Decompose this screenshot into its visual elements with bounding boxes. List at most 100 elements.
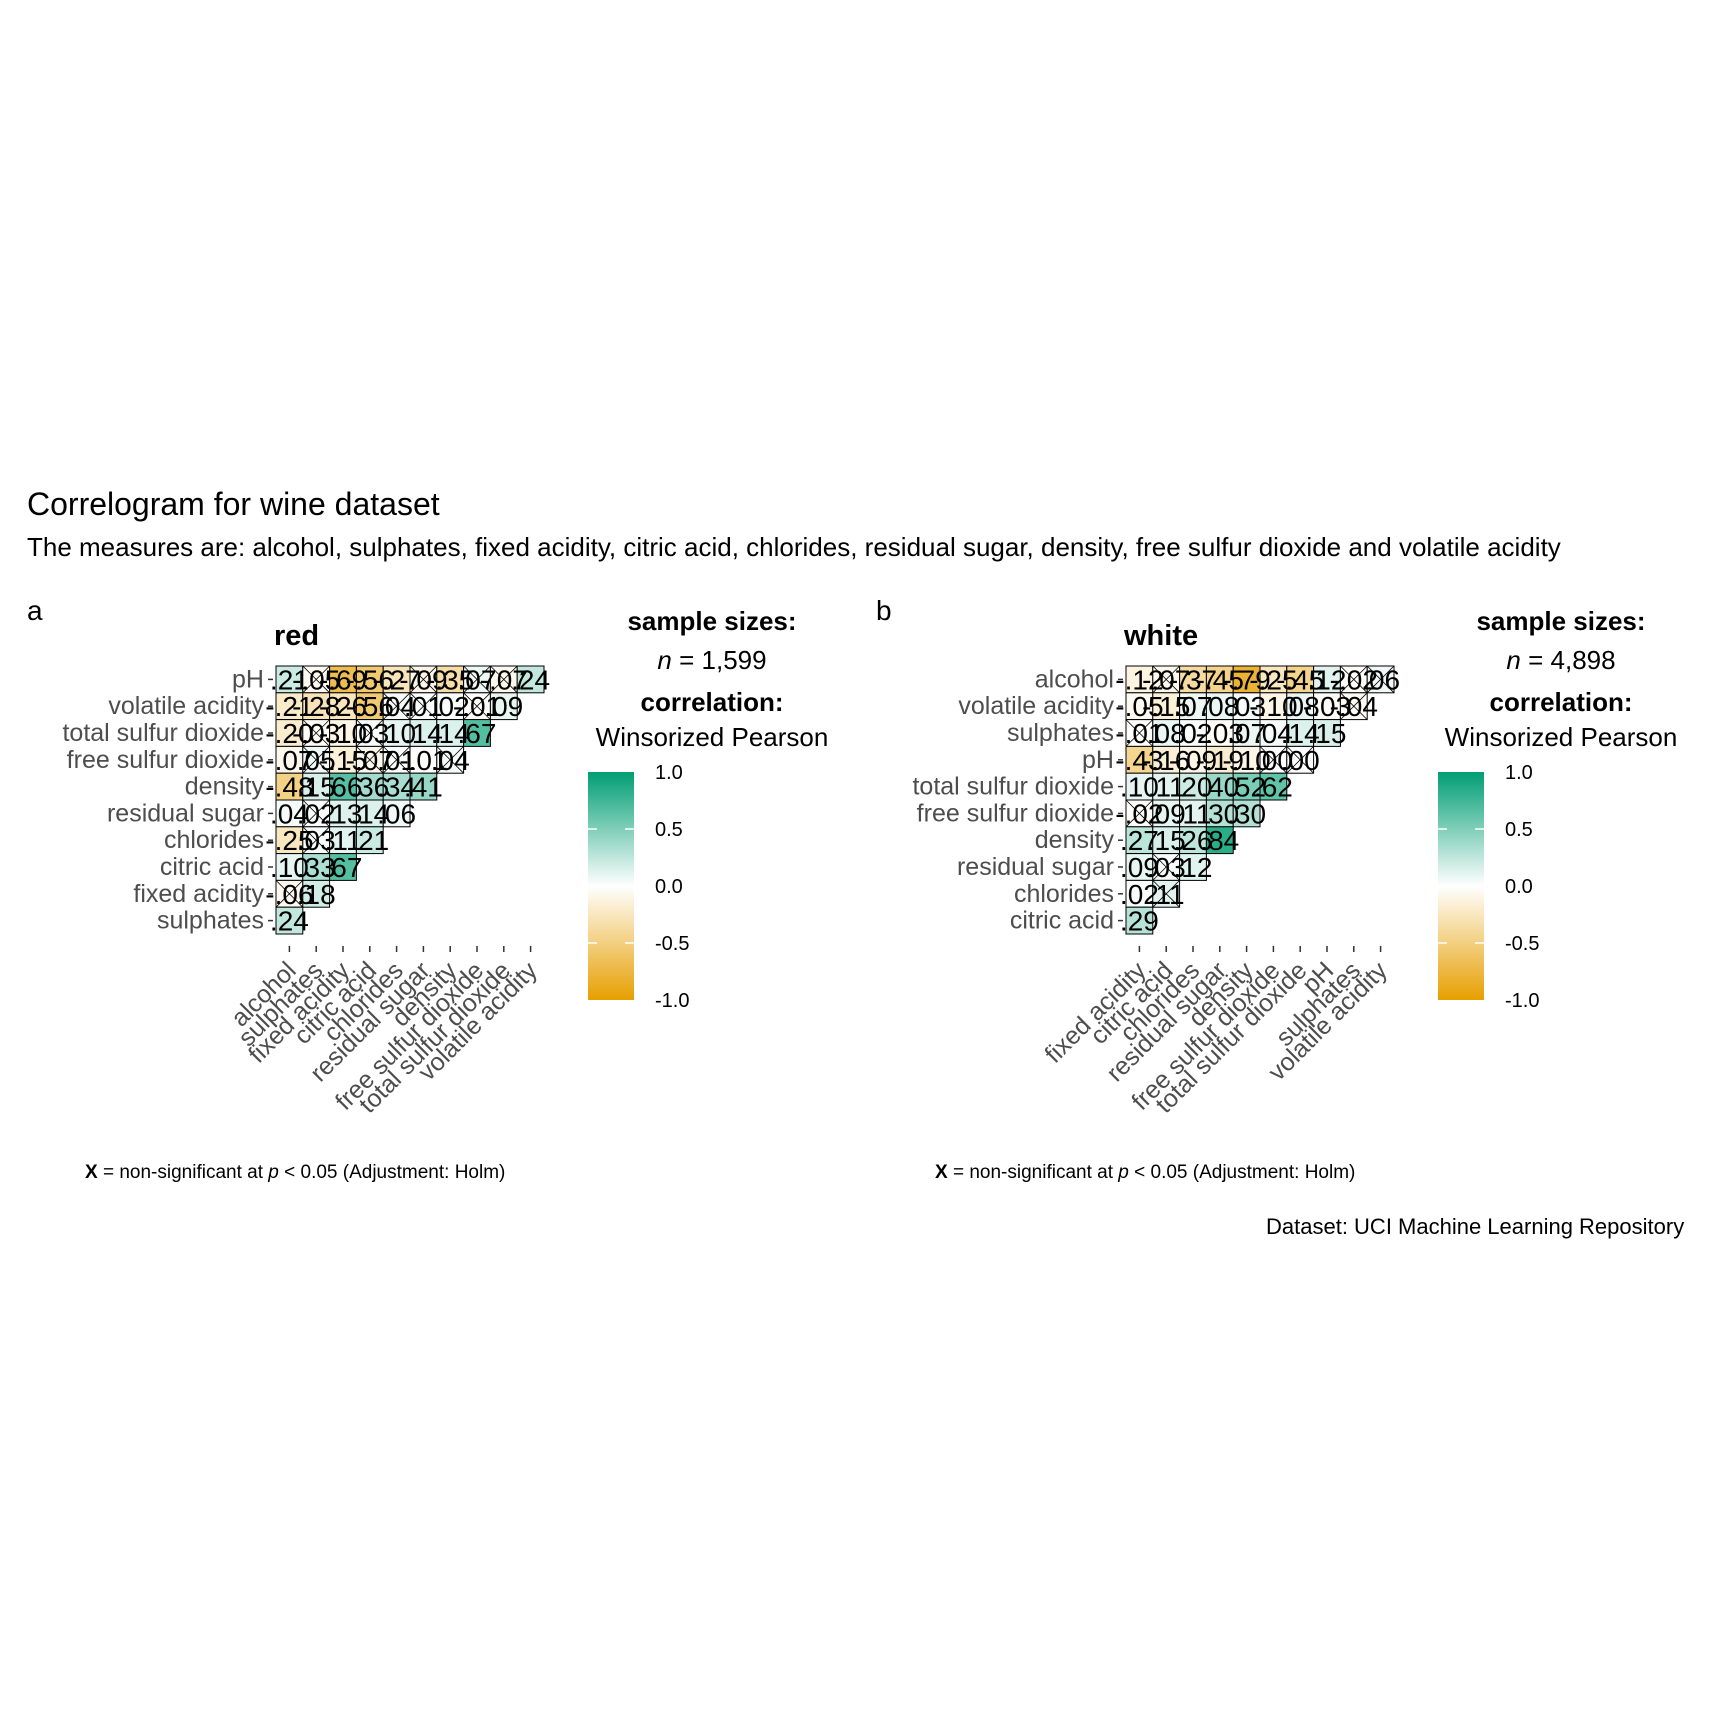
heatmap-cell <box>463 719 491 747</box>
heatmap-cell <box>1313 719 1341 747</box>
cell-label: -.05 <box>1115 691 1163 722</box>
cell-label: .04 <box>1254 718 1293 749</box>
heatmap-cell <box>382 665 411 694</box>
y-axis-label: alcohol <box>1035 665 1114 693</box>
cell-label: -.10 <box>319 718 367 749</box>
cell-label: .30 <box>1200 798 1239 829</box>
cell-label: -.04 <box>1330 691 1378 722</box>
p-symbol: p <box>268 1162 279 1183</box>
cell-label: .04 <box>270 798 309 829</box>
heatmap-cell <box>1259 772 1288 801</box>
cell-label: .15 <box>297 772 336 803</box>
nonsignificant-mark <box>463 665 491 694</box>
nonsignificant-mark <box>1152 665 1180 694</box>
caption-text: = non-significant at <box>102 1162 263 1183</box>
caption-text: = non-significant at <box>952 1162 1113 1183</box>
cell-label: -.06 <box>265 879 313 910</box>
heatmap-cell <box>355 826 384 855</box>
cell-label: .14 <box>350 798 389 829</box>
colorbar-tick-label: -1.0 <box>1505 990 1539 1012</box>
heatmap-cell <box>355 799 384 828</box>
cell-label: -.35 <box>426 664 474 695</box>
cell-label: .12 <box>1174 852 1213 883</box>
y-axis-label: free sulfur dioxide <box>917 799 1114 827</box>
cell-label: .03 <box>1147 852 1186 883</box>
heatmap-cell <box>1286 665 1315 694</box>
cell-label: .15 <box>1308 718 1347 749</box>
y-axis-label: density <box>185 773 265 801</box>
cell-label: .14 <box>1281 718 1320 749</box>
y-axis-label: sulphates <box>157 907 264 935</box>
p-symbol: p <box>1118 1162 1129 1183</box>
heatmap-cell <box>436 665 465 694</box>
cell-label: -.79 <box>1222 664 1270 695</box>
heatmap-cell <box>275 745 304 774</box>
nonsignificant-mark <box>302 665 330 694</box>
heatmap-cell <box>1205 719 1234 747</box>
cell-label: -.45 <box>1276 664 1324 695</box>
cell-label: .52 <box>1227 772 1266 803</box>
cell-label: .09 <box>1120 852 1159 883</box>
colorbar-tick-label: -1.0 <box>655 990 689 1012</box>
caption-rest: < 0.05 (Adjustment: Holm) <box>284 1162 506 1183</box>
cell-label: -.56 <box>346 664 394 695</box>
cell-label: -.07 <box>265 745 313 776</box>
heatmap-cell <box>302 879 331 908</box>
heatmap-cell <box>1125 906 1154 935</box>
y-axis-label: total sulfur dioxide <box>62 719 264 747</box>
cell-label: .66 <box>324 772 363 803</box>
y-axis-label: citric acid <box>160 853 264 881</box>
cell-label: .21 <box>350 825 389 856</box>
nonsignificant-mark <box>1259 746 1288 774</box>
y-axis-label: pH <box>1082 746 1114 774</box>
nonsignificant-mark <box>302 746 330 774</box>
heatmap-cell <box>1313 692 1341 721</box>
cell-label: .41 <box>404 772 443 803</box>
cell-label: .06 <box>1361 664 1400 695</box>
cell-label: .11 <box>1175 798 1212 829</box>
heatmap-cell <box>275 665 304 694</box>
cell-label: .08 <box>1281 691 1320 722</box>
legend-sample-heading-white: sample sizes: <box>1476 606 1646 636</box>
cell-label: -.37 <box>1169 664 1217 695</box>
cell-label: .05 <box>297 745 336 776</box>
colorbar-tick-label: 0.5 <box>1505 819 1533 841</box>
cell-label: .24 <box>270 906 309 937</box>
cell-label: -.69 <box>319 664 367 695</box>
n-value: = 4,898 <box>1528 645 1616 675</box>
cell-label: .67 <box>458 718 497 749</box>
cell-label: -.15 <box>1142 691 1190 722</box>
heatmap-cell <box>329 692 357 721</box>
cell-label: .11 <box>1148 772 1185 803</box>
cell-label: .09 <box>484 691 523 722</box>
colorbar-tick-label: 1.0 <box>1505 765 1533 784</box>
cell-label: .26 <box>1174 825 1213 856</box>
nonsignificant-mark <box>302 719 330 747</box>
heatmap-cell <box>516 665 545 694</box>
heatmap-cell <box>275 853 304 881</box>
y-axis-label: volatile acidity <box>958 692 1114 720</box>
cell-label: .06 <box>377 798 416 829</box>
cell-label: -.43 <box>1115 745 1163 776</box>
heatmap-cell <box>302 853 331 881</box>
cell-label: -.07 <box>480 664 528 695</box>
cell-label: -.03 <box>1196 718 1244 749</box>
cell-label: .00 <box>1281 745 1320 776</box>
nonsignificant-mark <box>1340 692 1368 720</box>
colorbar-tick-label: 1.0 <box>655 765 683 784</box>
cell-label: .14 <box>431 718 470 749</box>
y-axis-label: pH <box>232 665 264 693</box>
heatmap-cell <box>1205 665 1234 694</box>
cell-label: .03 <box>1227 691 1266 722</box>
cell-label: .21 <box>270 664 309 695</box>
nonsignificant-mark <box>302 799 330 828</box>
cell-label: .11 <box>1148 879 1185 910</box>
n-value: = 1,599 <box>679 645 767 675</box>
cell-label: .01 <box>377 745 416 776</box>
y-axis-label: chlorides <box>164 826 264 854</box>
nonsignificant-mark <box>1286 746 1314 774</box>
heatmap-cell <box>1232 665 1261 694</box>
caption-white: X = non-significant at p < 0.05 (Adjustm… <box>935 1162 1355 1184</box>
